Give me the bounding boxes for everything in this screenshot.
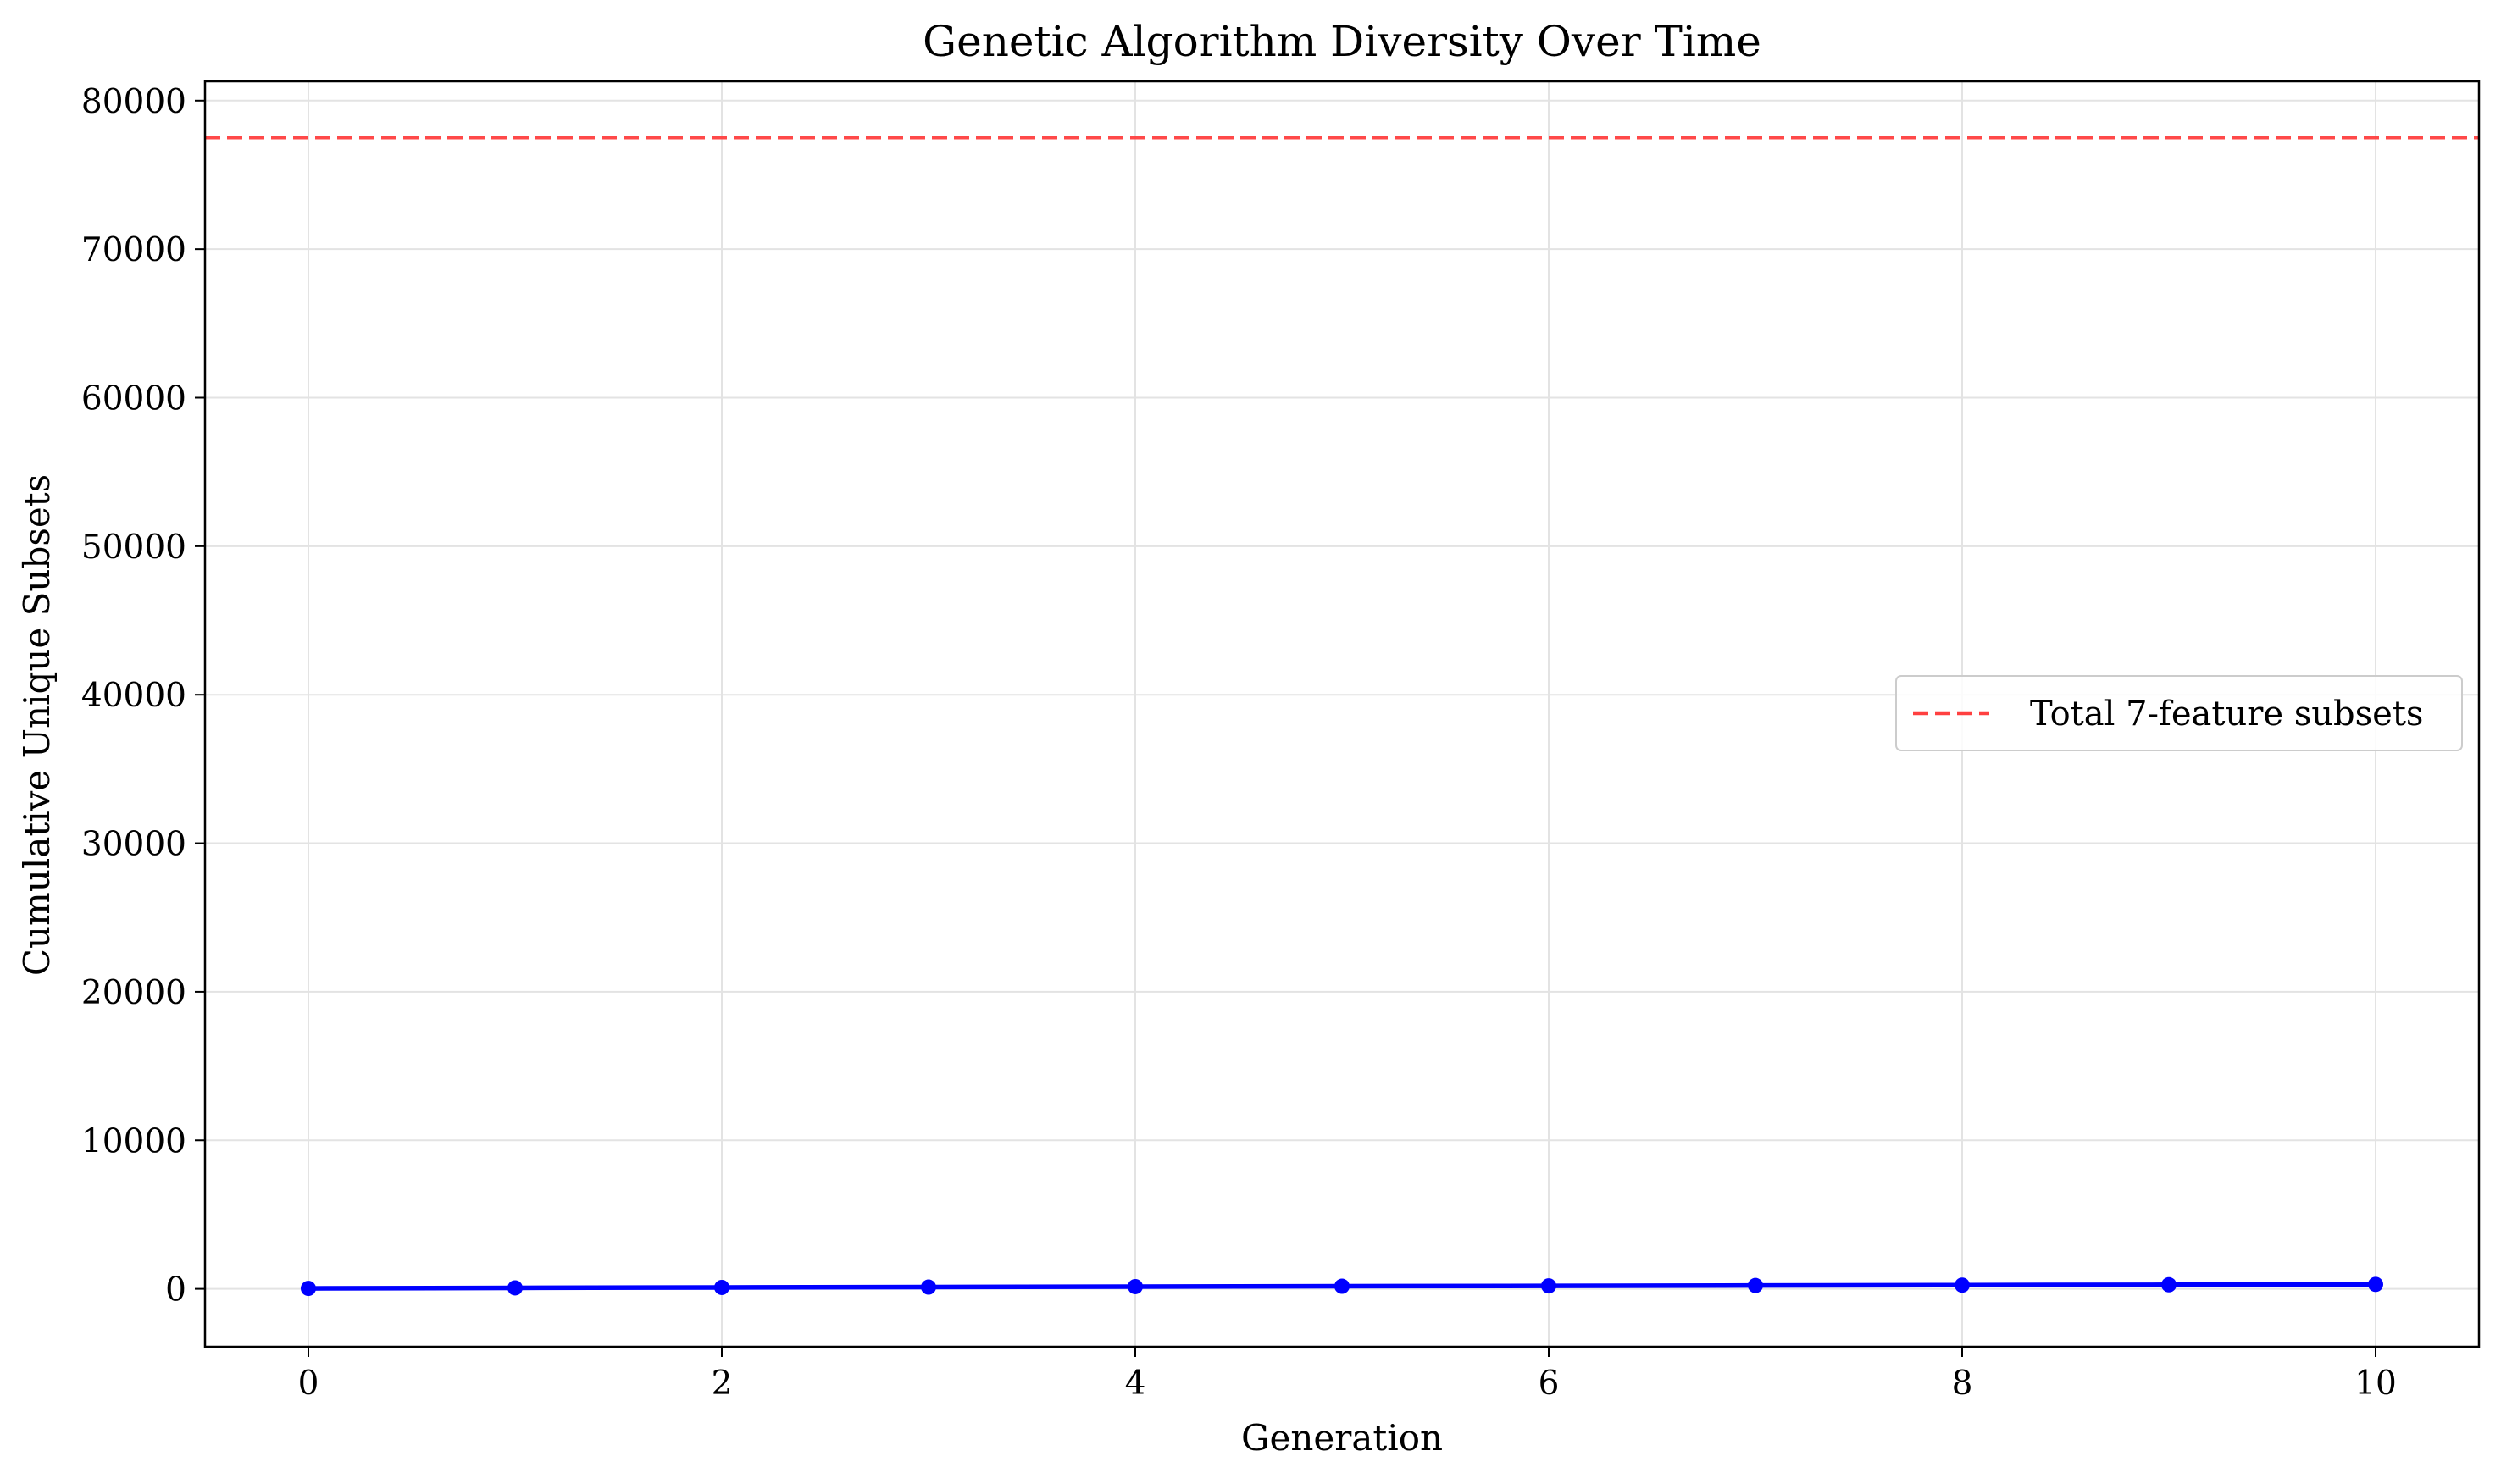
- y-tick-label: 0: [165, 1271, 186, 1310]
- legend: Total 7-feature subsets: [1895, 675, 2463, 751]
- x-axis: 0 2 4 6 8 10: [298, 1347, 2397, 1403]
- data-point: [1748, 1277, 1763, 1293]
- data-point: [2368, 1276, 2383, 1293]
- chart-title: Genetic Algorithm Diversity Over Time: [923, 17, 1761, 66]
- x-tick-label: 2: [712, 1365, 733, 1403]
- x-axis-label: Generation: [1241, 1417, 1443, 1459]
- data-point: [1541, 1278, 1556, 1294]
- y-axis-label: Cumulative Unique Subsets: [16, 474, 58, 976]
- data-point: [301, 1281, 316, 1297]
- y-tick-label: 30000: [81, 826, 186, 864]
- data-point: [921, 1279, 936, 1295]
- y-axis: 0 10000 20000 30000 40000 50000 60000 70000 8000…: [81, 83, 205, 1310]
- y-tick-label: 70000: [81, 231, 186, 269]
- data-point: [507, 1280, 523, 1296]
- legend-label: Total 7-feature subsets: [2030, 695, 2423, 734]
- legend-box: [1895, 675, 2463, 751]
- data-point: [1334, 1278, 1350, 1294]
- y-tick-label: 60000: [81, 380, 186, 418]
- y-tick-label: 40000: [81, 677, 186, 715]
- y-tick-label: 20000: [81, 974, 186, 1012]
- x-tick-label: 0: [298, 1365, 319, 1403]
- data-point: [714, 1279, 729, 1295]
- x-tick-label: 10: [2354, 1365, 2397, 1403]
- x-tick-label: 4: [1125, 1365, 1146, 1403]
- data-point: [1955, 1277, 1970, 1293]
- x-tick-label: 8: [1952, 1365, 1973, 1403]
- y-tick-label: 10000: [81, 1122, 186, 1160]
- x-tick-label: 6: [1539, 1365, 1560, 1403]
- y-tick-label: 80000: [81, 83, 186, 121]
- data-point: [2161, 1276, 2177, 1293]
- y-tick-label: 50000: [81, 529, 186, 567]
- data-point: [1128, 1278, 1143, 1294]
- series-layer: [301, 1276, 2383, 1297]
- plot-frame: [203, 80, 2481, 1348]
